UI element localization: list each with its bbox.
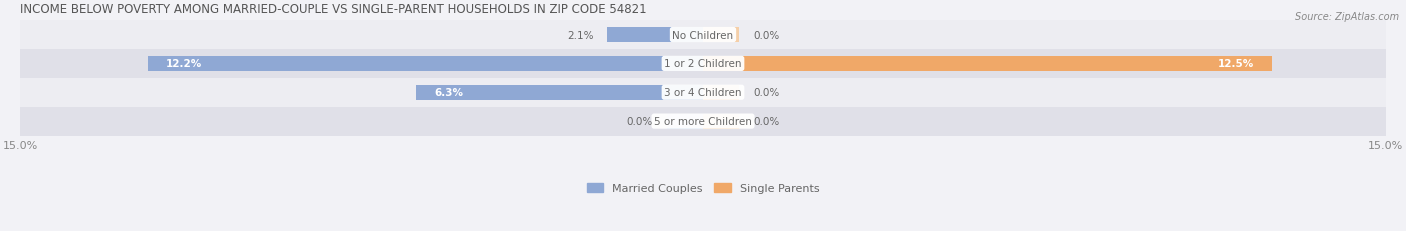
Text: 0.0%: 0.0% (627, 117, 652, 127)
Bar (703, 28, 740, 43)
Text: 0.0%: 0.0% (754, 88, 779, 98)
Text: Source: ZipAtlas.com: Source: ZipAtlas.com (1295, 12, 1399, 21)
Bar (21, 79, 1385, 107)
Text: INCOME BELOW POVERTY AMONG MARRIED-COUPLE VS SINGLE-PARENT HOUSEHOLDS IN ZIP COD: INCOME BELOW POVERTY AMONG MARRIED-COUPL… (21, 3, 647, 16)
Text: 12.2%: 12.2% (166, 59, 202, 69)
Text: 6.3%: 6.3% (434, 88, 464, 98)
Text: 1 or 2 Children: 1 or 2 Children (664, 59, 742, 69)
Bar (21, 107, 1385, 136)
Bar (148, 57, 703, 72)
Bar (607, 28, 703, 43)
Text: 0.0%: 0.0% (754, 30, 779, 40)
Bar (21, 50, 1385, 79)
Bar (703, 57, 1272, 72)
Text: 5 or more Children: 5 or more Children (654, 117, 752, 127)
Legend: Married Couples, Single Parents: Married Couples, Single Parents (586, 183, 820, 194)
Bar (703, 85, 740, 100)
Text: 3 or 4 Children: 3 or 4 Children (664, 88, 742, 98)
Text: 12.5%: 12.5% (1218, 59, 1254, 69)
Text: No Children: No Children (672, 30, 734, 40)
Bar (21, 21, 1385, 50)
Text: 0.0%: 0.0% (754, 117, 779, 127)
Bar (666, 114, 703, 129)
Bar (703, 114, 740, 129)
Bar (416, 85, 703, 100)
Text: 2.1%: 2.1% (567, 30, 593, 40)
